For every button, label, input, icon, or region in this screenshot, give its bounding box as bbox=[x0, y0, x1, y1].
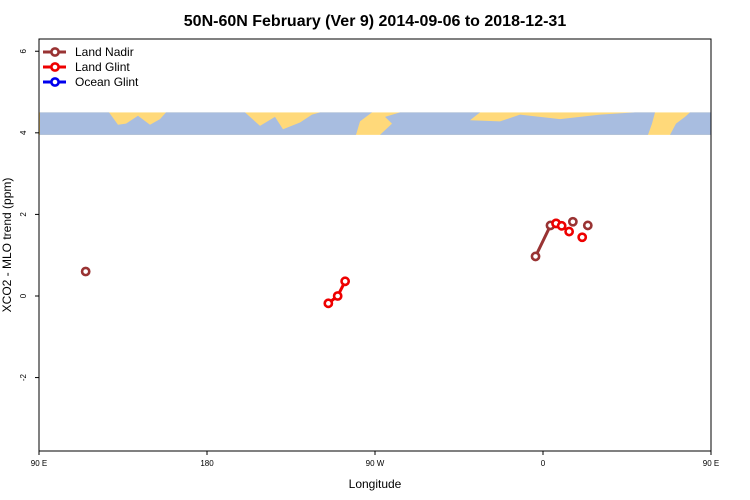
y-tick-label: 2 bbox=[19, 212, 28, 217]
map-ocean-0 bbox=[40, 112, 372, 135]
y-tick-label: 4 bbox=[19, 130, 28, 135]
x-tick-label: 180 bbox=[200, 459, 214, 468]
legend-label: Land Nadir bbox=[75, 45, 134, 59]
data-point bbox=[577, 232, 588, 243]
data-point bbox=[556, 220, 567, 231]
data-point bbox=[582, 220, 593, 231]
x-tick-label: 0 bbox=[541, 459, 546, 468]
y-tick-label: -2 bbox=[19, 373, 28, 381]
series-layer bbox=[80, 216, 593, 309]
world-map-band bbox=[39, 112, 711, 135]
x-tick-label: 90 W bbox=[366, 459, 385, 468]
chart-title: 50N-60N February (Ver 9) 2014-09-06 to 2… bbox=[184, 13, 567, 30]
y-axis: -2 0 2 4 6 bbox=[19, 48, 39, 381]
legend-swatch-marker bbox=[50, 47, 60, 57]
plot-frame bbox=[38, 38, 712, 452]
legend-label: Land Glint bbox=[75, 60, 130, 74]
y-axis-label: XCO2 - MLO trend (ppm) bbox=[0, 178, 14, 313]
x-axis: 90 E 180 90 W 0 90 E bbox=[31, 451, 719, 468]
legend-label: Ocean Glint bbox=[75, 75, 139, 89]
map-ocean-1 bbox=[380, 112, 655, 135]
y-tick-label: 0 bbox=[19, 293, 28, 298]
data-point bbox=[530, 251, 541, 262]
data-point bbox=[564, 226, 575, 237]
data-point bbox=[80, 266, 91, 277]
y-tick-label: 6 bbox=[19, 48, 28, 53]
x-tick-label: 90 E bbox=[703, 459, 719, 468]
data-point bbox=[340, 276, 351, 287]
series-1 bbox=[323, 218, 588, 309]
series-0 bbox=[80, 216, 593, 277]
data-point bbox=[332, 291, 343, 301]
map-ocean-2 bbox=[670, 112, 711, 135]
x-tick-label: 90 E bbox=[31, 459, 47, 468]
x-axis-label: Longitude bbox=[349, 477, 402, 491]
legend-swatch-marker bbox=[50, 77, 60, 87]
data-point bbox=[567, 216, 578, 227]
data-point bbox=[323, 298, 334, 309]
legend-swatch-marker bbox=[50, 62, 60, 72]
